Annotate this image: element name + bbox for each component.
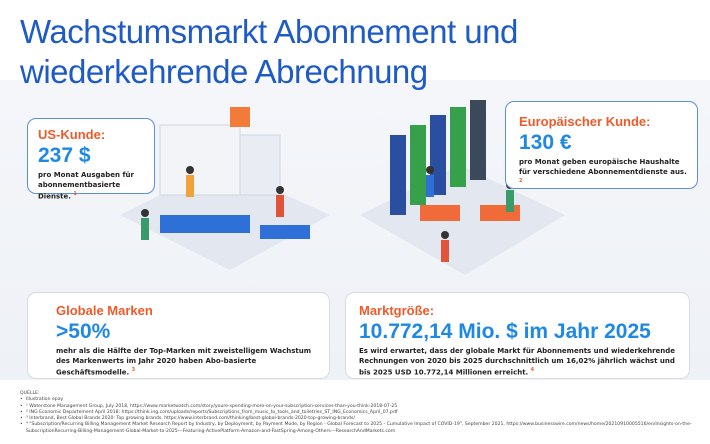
market-size-card: Marktgröße: 10.772,14 Mio. $ im Jahr 202…: [345, 292, 690, 379]
sources-heading: QUELLE:: [20, 391, 40, 396]
eu-text: pro Monat geben europäische Haushalte fü…: [519, 158, 687, 176]
us-label: US-Kunde:: [38, 127, 106, 142]
store-illustration-left: [120, 107, 330, 270]
us-customer-card: US-Kunde: 237 $ pro Monat Ausgaben für a…: [27, 118, 155, 200]
store-illustration-right: [360, 100, 565, 275]
market-text: Es wird erwartet, dass der globale Markt…: [359, 347, 676, 377]
us-value: 237 $: [38, 144, 91, 167]
sources: QUELLE: Illustration epay ¹ Waterstone M…: [20, 391, 700, 435]
eu-customer-card: Europäischer Kunde: 130 € pro Monat gebe…: [505, 101, 698, 189]
source-item: ¹ Waterstone Management Group, July 2018…: [20, 404, 700, 411]
page-title: Wachstumsmarkt Abonnement und wiederkehr…: [20, 13, 518, 90]
brands-value: >50%: [56, 320, 111, 343]
market-label: Marktgröße:: [359, 303, 435, 318]
source-item: ³ Interbrand, Best Global Brands 2020: T…: [20, 416, 700, 423]
global-brands-card: Globale Marken >50% mehr als die Hälfte …: [27, 292, 330, 379]
market-note: 4: [530, 367, 535, 373]
source-item: ² ING Economic Departement April 2018: h…: [20, 410, 700, 417]
source-item: Illustration epay: [20, 397, 700, 404]
market-value: 10.772,14 Mio. $ im Jahr 2025: [359, 320, 651, 343]
brands-note: 3: [131, 367, 136, 373]
us-note: 1: [73, 191, 77, 197]
brands-text: mehr als die Hälfte der Top-Marken mit z…: [56, 347, 312, 377]
source-item: ⁴ "Subscription/Recurring Billing Manage…: [20, 422, 700, 435]
eu-value: 130 €: [519, 131, 572, 154]
us-text: pro Monat Ausgaben für abonnementbasiert…: [38, 171, 134, 201]
eu-label: Europäischer Kunde:: [519, 114, 651, 129]
eu-note: 2: [519, 178, 523, 184]
brands-label: Globale Marken: [56, 303, 153, 318]
